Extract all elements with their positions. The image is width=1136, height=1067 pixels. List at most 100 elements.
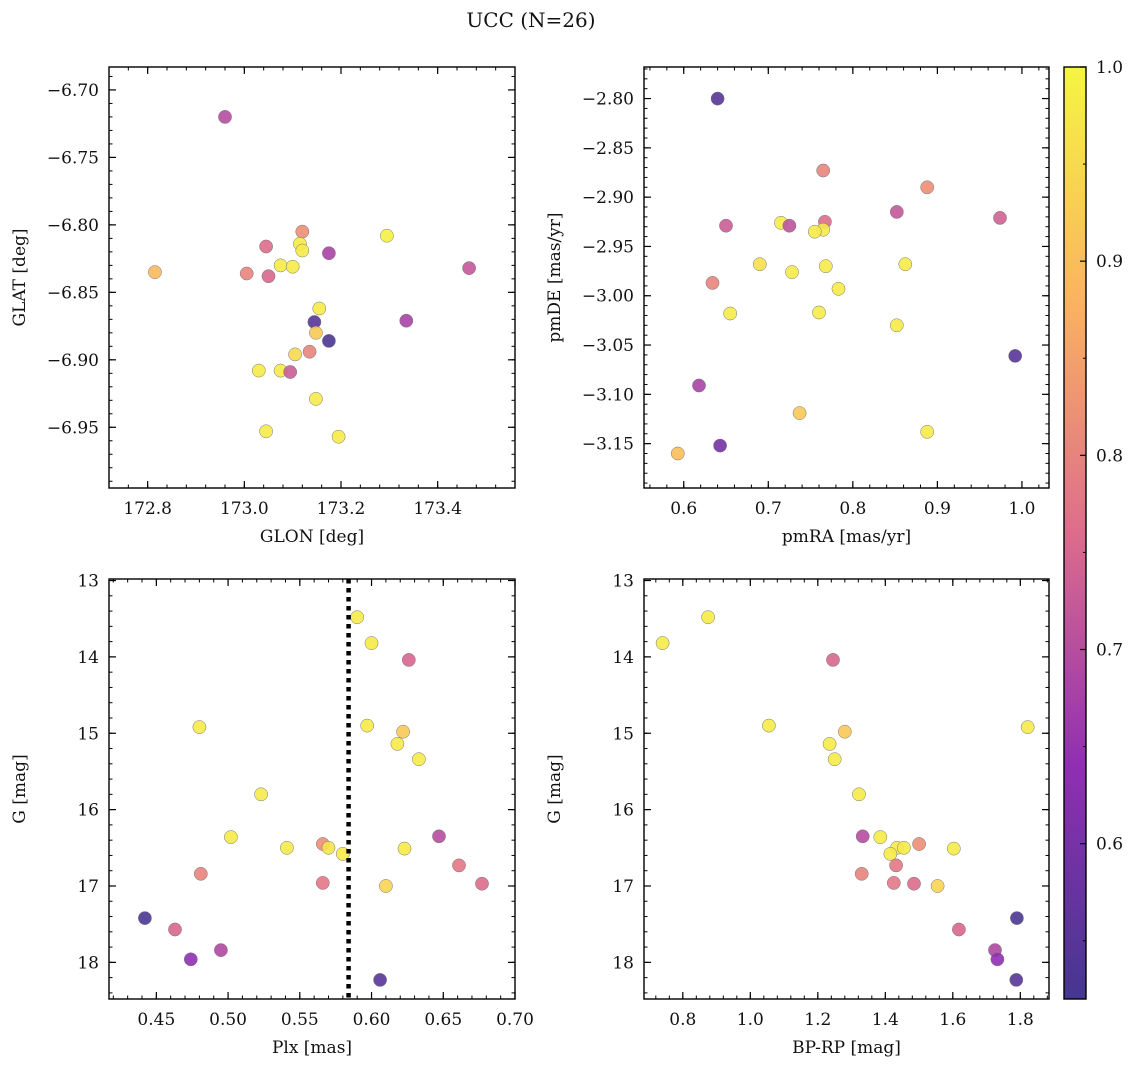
y-tick-label: 16 (77, 801, 99, 821)
scatter-point (432, 829, 446, 844)
scatter-point (920, 424, 935, 439)
colorbar: 0.6 0.7 0.8 0.9 1.0 (1063, 58, 1123, 1000)
y-tick-label: −6.70 (47, 81, 99, 101)
scatter-point (373, 973, 387, 987)
y-tick-label: 17 (77, 877, 99, 897)
x-tick-label: 0.65 (424, 1010, 462, 1030)
x-tick-label: 173.0 (220, 499, 269, 519)
scatter-point (1010, 911, 1024, 925)
scatter-point (322, 246, 336, 261)
x-tick-label: 0.45 (137, 1010, 175, 1030)
scatter-point (401, 653, 416, 667)
y-tick-label: 18 (612, 953, 634, 973)
scatter-point (990, 952, 1005, 967)
y-tick-label: 18 (77, 953, 99, 973)
scatter-point (280, 840, 294, 855)
y-tick-label: −2.85 (582, 139, 634, 159)
scatter-point (705, 276, 720, 290)
scatter-point (946, 841, 961, 856)
scatter-point (886, 876, 901, 890)
scatter-point (826, 653, 840, 667)
x-tick-label: 0.6 (670, 499, 697, 519)
scatter-point (239, 266, 254, 281)
scatter-point (364, 636, 379, 650)
y-tick-label: −3.05 (582, 336, 634, 356)
axes-frame (643, 66, 1050, 489)
scatter-point (889, 318, 904, 333)
scatter-point (251, 363, 266, 378)
scatter-points (148, 110, 476, 444)
scatter-point (898, 257, 913, 272)
x-tick-label: 173.4 (413, 499, 462, 519)
scatter-point (930, 879, 945, 893)
scatter-point (907, 876, 921, 891)
y-tick-label: −2.80 (582, 90, 634, 110)
scatter-point (397, 841, 412, 856)
scatter-point (412, 752, 426, 767)
scatter-point (259, 424, 273, 439)
colorbar-tick-label: 0.8 (1096, 446, 1123, 466)
x-tick-label: 0.8 (669, 1010, 696, 1030)
scatter-point (852, 787, 866, 802)
panel-pmra-pmde: 0.6 0.7 0.8 0.9 1.0 −2.80 −2.85 −2.90 −2.95 −3.00… (545, 66, 1050, 547)
y-tick-label: 15 (612, 724, 634, 744)
y-tick-label: −6.90 (47, 351, 99, 371)
scatter-point (360, 718, 375, 733)
panel-glon-glat: 172.8 173.0 173.2 173.4 −6.70 −6.75 −6.80 −6.85… (10, 66, 516, 547)
y-tick-label: 16 (612, 801, 634, 821)
scatter-point (873, 830, 888, 844)
x-axis-label: Plx [mas] (272, 1038, 352, 1058)
y-tick-label: −3.00 (582, 287, 634, 307)
x-tick-label: 0.70 (496, 1010, 534, 1030)
scatter-point (713, 438, 727, 453)
scatter-points (670, 91, 1023, 461)
scatter-point (818, 259, 833, 274)
x-tick-label: 1.0 (737, 1010, 764, 1030)
scatter-point (192, 720, 207, 734)
y-tick-label: 13 (612, 572, 634, 592)
scatter-point (993, 211, 1007, 225)
scatter-point (719, 218, 733, 233)
scatter-point (315, 876, 330, 890)
y-tick-label: −6.80 (47, 216, 99, 236)
x-tick-label: 172.8 (123, 499, 172, 519)
scatter-point (331, 429, 346, 444)
scatter-point (912, 837, 926, 851)
scatter-point (285, 259, 300, 274)
y-tick-label: −3.15 (582, 435, 634, 455)
y-axis-label: G [mag] (10, 754, 30, 823)
y-tick-label: −2.90 (582, 188, 634, 208)
scatter-point (837, 724, 852, 739)
scatter-point (831, 281, 846, 296)
panel-plx-g: 0.45 0.50 0.55 0.60 0.65 0.70 13 14 15 16 17 18 Plx … (10, 572, 534, 1058)
scatter-point (224, 830, 238, 844)
scatter-point (309, 392, 323, 406)
y-tick-label: −6.95 (47, 418, 99, 438)
axes-frame (643, 578, 1050, 1000)
scatter-point (752, 257, 767, 272)
scatter-point (462, 261, 476, 275)
scatter-point (889, 858, 903, 873)
scatter-point (710, 91, 725, 106)
x-tick-label: 0.8 (839, 499, 866, 519)
scatter-point (692, 378, 706, 393)
scatter-point (322, 334, 336, 348)
y-axis-label: G [mag] (545, 754, 565, 823)
scatter-point (762, 718, 776, 733)
scatter-point (259, 239, 273, 254)
scatter-point (350, 610, 365, 625)
scatter-point (302, 344, 317, 359)
scatter-points (138, 610, 489, 987)
scatter-point (670, 446, 685, 461)
scatter-point (452, 858, 466, 873)
y-tick-label: 14 (77, 648, 99, 668)
axes-frame (108, 66, 516, 489)
scatter-point (655, 636, 670, 650)
axes-frame (108, 578, 516, 1000)
colorbar-tick-label: 0.9 (1096, 252, 1123, 272)
scatter-point (827, 752, 842, 767)
y-axis-label: GLAT [deg] (10, 228, 30, 326)
scatter-point (822, 737, 837, 751)
scatter-point (309, 325, 323, 340)
